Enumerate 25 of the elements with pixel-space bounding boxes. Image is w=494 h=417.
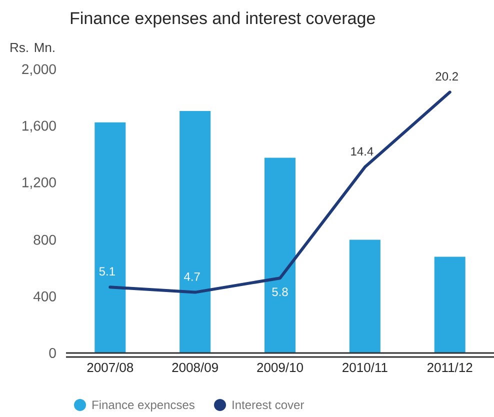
x-tick-label: 2007/08 [87,362,134,372]
legend-label: Finance expencses [92,400,194,412]
data-label: 5.1 [99,267,115,276]
data-label: 5.8 [272,288,288,296]
legend-label: Interest cover [232,400,304,410]
y-tick-label: 1,600 [22,120,56,132]
x-tick-label: 2011/12 [427,362,472,372]
x-tick-label: 2009/10 [257,362,303,372]
data-label: 14.4 [351,147,374,156]
x-tick-label: 2010/11 [342,362,388,372]
bar [434,256,466,353]
y-tick-label: 1,200 [22,177,56,189]
x-tick-label: 2008/09 [172,362,218,372]
y-axis-title: Rs. Mn. [10,43,54,52]
bar [94,122,126,353]
bar [264,158,296,353]
y-tick-label: 800 [34,234,56,245]
y-tick-label: 2,000 [22,64,56,76]
chart-title: Finance expenses and interest coverage [70,12,375,28]
bar [180,111,211,353]
y-tick-label: 0 [49,348,56,358]
y-tick-label: 400 [33,291,56,302]
data-label: 20.2 [436,72,458,81]
bar [349,240,380,353]
data-label: 4.7 [184,272,200,281]
